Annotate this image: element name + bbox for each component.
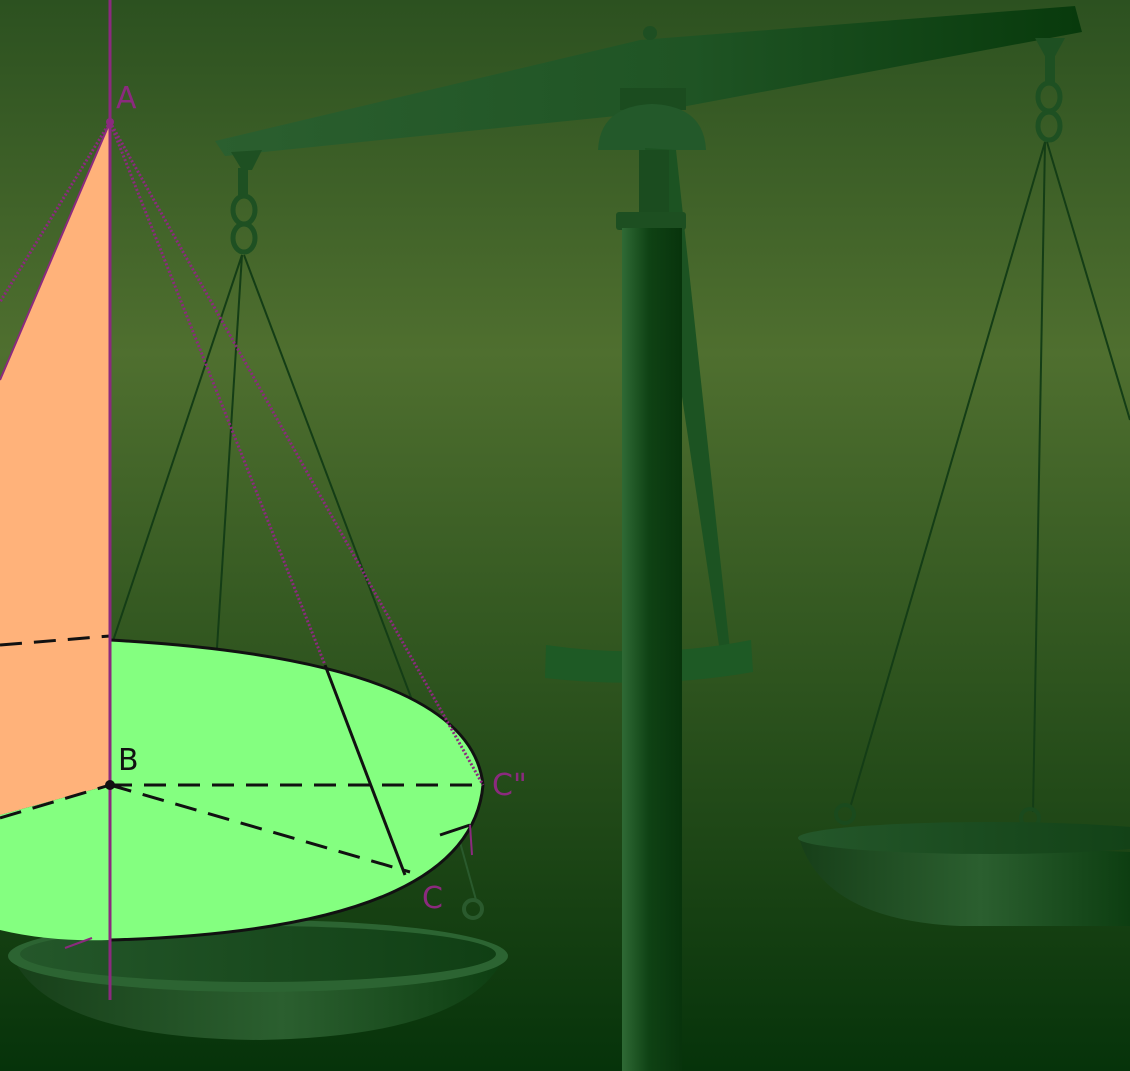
label-c: C [422,881,443,916]
right-hanger-rod [1045,56,1055,84]
scale-pole [622,228,682,1071]
cone-base-left [0,785,110,941]
left-chain-link-2 [230,221,258,255]
right-string-3 [1046,141,1130,421]
generator-a-c1 [108,121,327,666]
generator-left [0,121,112,303]
construction-stub [469,824,473,856]
left-string-4 [457,834,477,901]
base-chord [323,664,407,876]
balance-scale-icon [8,6,1130,1071]
pole-upper [639,150,669,215]
right-chain-link-2 [1035,109,1063,143]
hidden-edge-left [0,783,111,820]
pole-collar [616,212,686,230]
right-hanger-clip [1035,38,1065,58]
left-pan-ring [462,898,484,920]
beam-pivot-knob [643,26,657,40]
chord-stub [439,823,471,837]
cone-icon: A B C" C [0,0,527,1000]
right-string-1 [849,141,1046,809]
label-a: A [116,81,137,116]
hidden-edge-top [0,634,111,647]
scale-beam [215,6,1082,156]
label-c-double-prime: C" [492,768,527,803]
left-string-3 [243,254,413,701]
point-b [105,780,115,790]
cone-surface [0,122,110,815]
pivot-block [620,88,686,110]
left-hanger-clip [231,150,262,170]
construction-stub-low [64,937,93,949]
radius-b-c1 [109,783,411,874]
right-string-2 [1032,141,1046,813]
right-pan-rim [798,822,1130,854]
right-pan-ring-1 [834,803,856,825]
left-string-1 [109,254,243,651]
point-a [106,118,114,126]
left-hanger-rod [238,168,248,196]
pivot-dome [598,104,706,150]
right-pan-bowl [798,834,1130,926]
cone-edge-left [0,121,111,381]
generator-a-c2 [108,121,485,786]
label-b: B [118,743,139,778]
left-string-2 [216,254,243,649]
